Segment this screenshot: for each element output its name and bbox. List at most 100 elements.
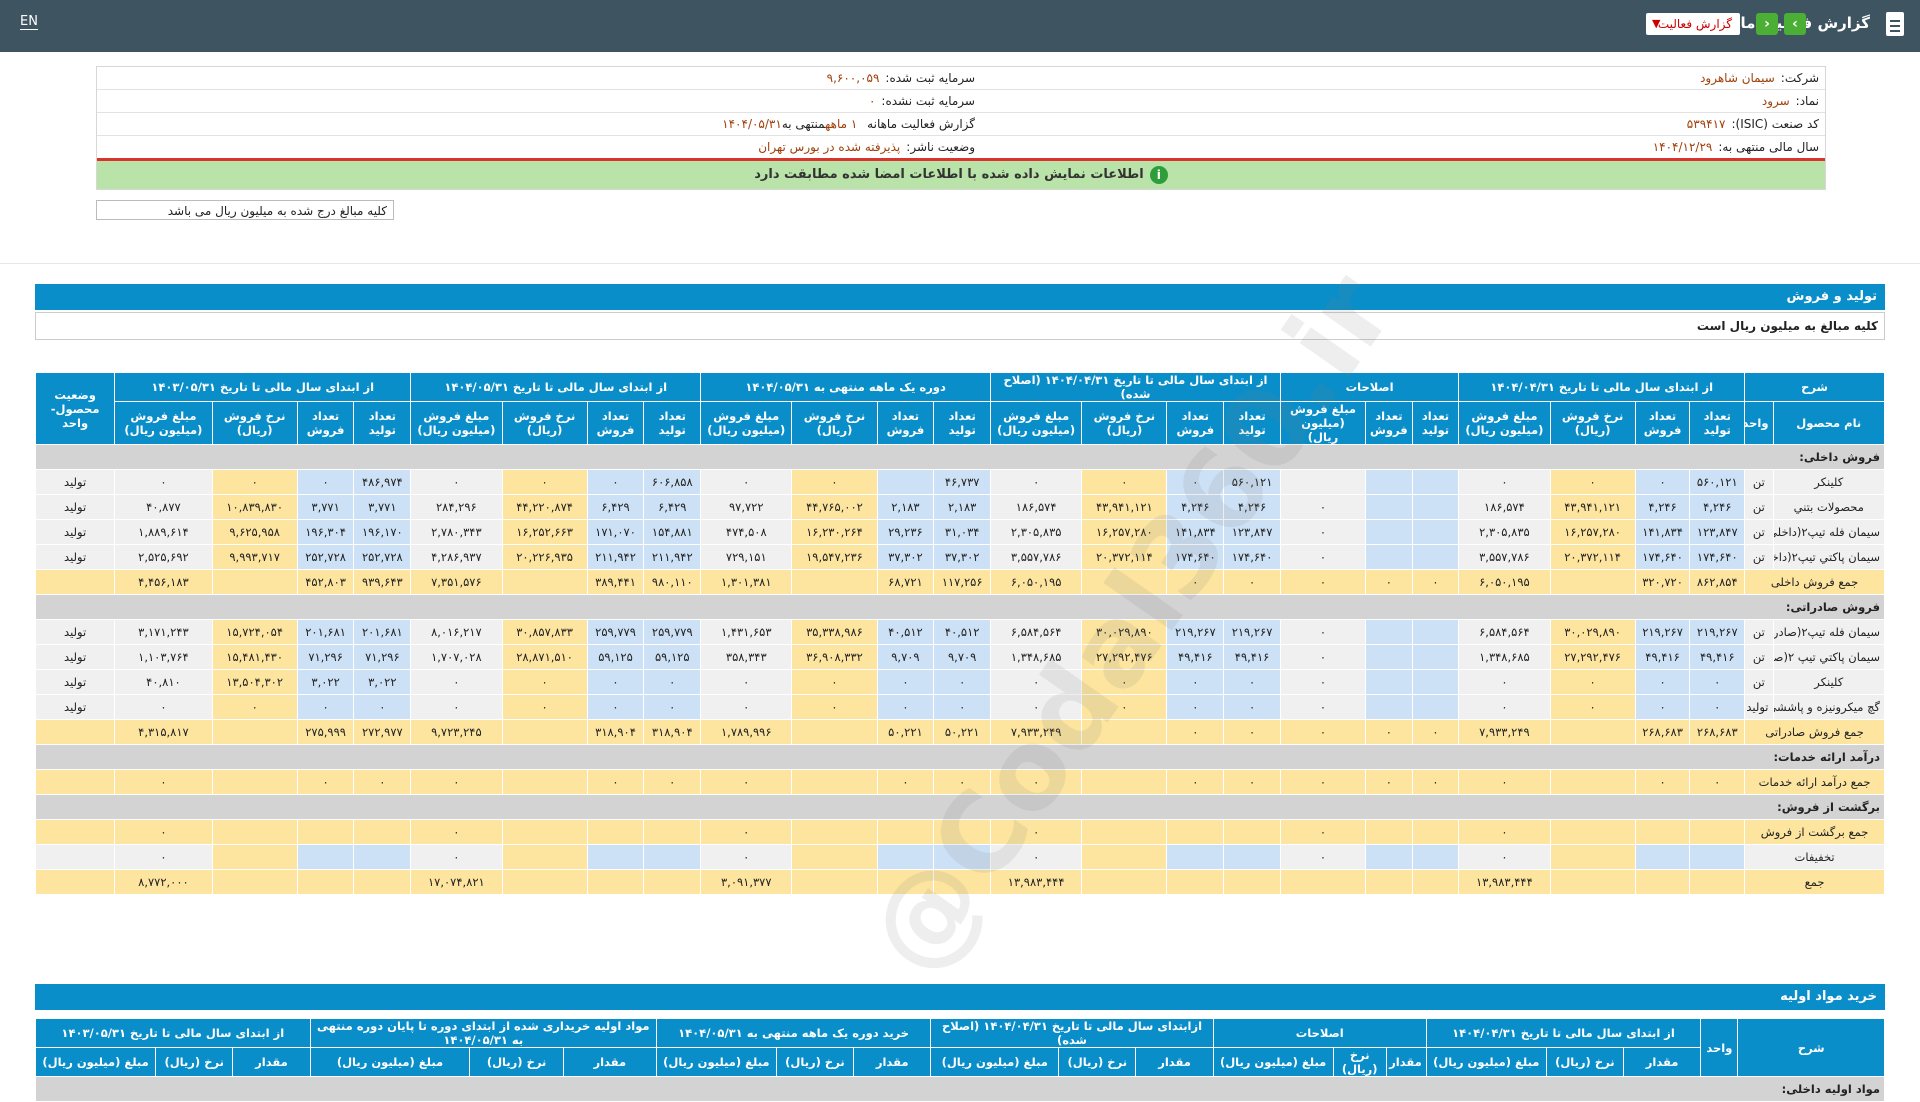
table-cell: ۰ (1223, 669, 1281, 695)
symbol-label: نماد: (1795, 94, 1819, 108)
table-cell: ۰ (1458, 694, 1551, 720)
table-cell: ۶,۵۸۴,۵۶۴ (1458, 619, 1551, 645)
mat-col-header-amount: مبلغ (میلیون ریال) (1425, 1047, 1547, 1077)
table-cell (1365, 694, 1413, 720)
table-cell: ۷,۹۳۳,۲۴۹ (990, 719, 1083, 745)
table-cell: ۰ (1279, 819, 1367, 845)
product-unit: تن (1744, 519, 1774, 545)
table-cell: ۵۹,۱۲۵ (643, 644, 702, 670)
prev-button[interactable]: ‹ (1784, 13, 1806, 35)
chevron-down-icon: ▼ (1652, 17, 1661, 30)
table-cell: ۴۵۲,۸۰۳ (296, 569, 355, 595)
product-status: تولید (34, 619, 116, 645)
product-unit: تن (1744, 494, 1774, 520)
mat-col-header-amount: مبلغ (میلیون ریال) (309, 1047, 471, 1077)
col-group-1: از ابتدای سال مالی تا تاریخ ۱۴۰۴/۰۴/۳۱ (1458, 372, 1746, 402)
table-cell (1634, 819, 1691, 845)
col-header-amount: مبلغ فروش (میلیون ریال) (1458, 401, 1551, 445)
unreg-cap-value: ۰ (868, 94, 876, 108)
table-cell: ۱۴۱,۸۳۴ (1634, 519, 1691, 545)
table-cell: ۲۱۹,۲۶۷ (1689, 619, 1746, 645)
table-cell: ۰ (1279, 844, 1367, 870)
col-header-amount: مبلغ فروش (میلیون ریال) (114, 401, 213, 445)
table-cell: ۹۳۹,۶۴۳ (353, 569, 412, 595)
total-label: جمع (1744, 869, 1885, 895)
mat-col-header-qty: مقدار (1135, 1047, 1214, 1077)
notice-text: اطلاعات نمایش داده شده با اطلاعات امضا ش… (754, 167, 1144, 182)
table-cell: ۱۳,۹۸۳,۴۴۴ (990, 869, 1083, 895)
production-table: شرح از ابتدای سال مالی تا تاریخ ۱۴۰۴/۰۴/… (34, 372, 1886, 895)
table-cell: ۳۰,۰۲۹,۸۹۰ (1081, 619, 1168, 645)
table-cell: ۱,۱۰۳,۷۶۴ (114, 644, 213, 670)
table-cell: ۰ (1411, 719, 1460, 745)
table-cell: ۰ (410, 694, 503, 720)
mat-col-header-qty: مقدار (1622, 1047, 1702, 1077)
table-cell: ۱۲۳,۸۴۷ (1689, 519, 1746, 545)
table-cell (1365, 819, 1413, 845)
table-cell: ۰ (114, 819, 213, 845)
table-cell: ۱,۳۴۸,۶۸۵ (1458, 644, 1551, 670)
table-cell (1223, 844, 1281, 870)
mat-col-group-3: ازابتدای سال مالی تا تاریخ ۱۴۰۴/۰۴/۳۱ (ا… (930, 1018, 1214, 1048)
col-header-rate: نرخ فروش (ریال) (791, 401, 878, 445)
table-cell: ۰ (410, 669, 503, 695)
table-row: كلينكر تن ۰ ۰ ۰ ۰ ۰ ۰ ۰ ۰ ۰ ۰ ۰ ۰ ۰ ۰ ۰ ۰ ۰ ۳,۰۲۲ ۳,۰۲۲ ۱۳,۵۰… (34, 669, 1886, 695)
table-cell (1365, 469, 1413, 495)
table-cell: ۳,۰۲۲ (296, 669, 355, 695)
section-title: تولید و فروش (1786, 289, 1877, 304)
table-cell: ۳۲۰,۷۲۰ (1634, 569, 1691, 595)
table-row: سيمان فله تيپ۲(داخلي )تن۱۲۳,۸۴۷۱۴۱,۸۳۴۱۶… (34, 519, 1886, 545)
table-cell: ۴,۲۴۶ (1166, 494, 1225, 520)
next-button[interactable]: › (1756, 13, 1778, 35)
table-cell: ۱۶,۲۵۷,۲۸۰ (1081, 519, 1168, 545)
table-cell (1279, 869, 1367, 895)
table-cell: ۰ (296, 694, 355, 720)
chevron-left-icon: ‹ (1792, 16, 1798, 32)
table-cell (1166, 844, 1225, 870)
table-cell: ۸,۷۷۲,۰۰۰ (114, 869, 213, 895)
table-cell (1634, 844, 1691, 870)
table-cell: ۰ (1411, 569, 1460, 595)
table-cell: ۳۵,۳۳۸,۹۸۶ (791, 619, 878, 645)
table-cell: ۰ (410, 844, 503, 870)
category-row: برگشت از فروش: (35, 794, 1885, 820)
table-cell: ۰ (586, 694, 645, 720)
language-toggle[interactable]: EN (20, 14, 38, 30)
table-cell: ۱۵,۴۸۱,۴۳۰ (211, 644, 298, 670)
table-cell: ۰ (296, 469, 355, 495)
table-cell: ۴۳,۹۴۱,۱۲۱ (1549, 494, 1636, 520)
table-cell: ۳,۷۷۱ (353, 494, 412, 520)
table-cell: ۰ (700, 469, 793, 495)
table-cell: ۱۷۴,۶۴۰ (1166, 544, 1225, 570)
product-status: تولید (34, 644, 116, 670)
table-cell: ۲,۱۸۳ (933, 494, 992, 520)
table-cell: ۰ (1634, 694, 1691, 720)
table-cell: ۰ (410, 819, 503, 845)
table-cell: ۴۹,۴۱۶ (1223, 644, 1281, 670)
product-unit: تن (1744, 619, 1774, 645)
table-cell (353, 819, 412, 845)
table-cell: ۷۲۹,۱۵۱ (700, 544, 793, 570)
table-cell: ۳۰,۰۲۹,۸۹۰ (1549, 619, 1636, 645)
table-cell: ۴,۴۵۶,۱۸۳ (114, 569, 213, 595)
status-label: وضعیت ناشر: (906, 140, 975, 154)
mat-col-unit: واحد (1700, 1018, 1739, 1077)
mat-col-group-6: از ابتدای سال مالی تا تاریخ ۱۴۰۳/۰۵/۳۱ (35, 1018, 311, 1048)
table-cell (1634, 869, 1691, 895)
col-header-sales_qty: تعداد فروش (1365, 401, 1413, 445)
table-cell (1365, 844, 1413, 870)
col-header-amount: مبلغ فروش (میلیون ریال) (700, 401, 793, 445)
table-cell: ۰ (1081, 469, 1168, 495)
status-value: پذیرفته شده در بورس تهران (758, 140, 901, 154)
table-cell: ۱۷۴,۶۴۰ (1634, 544, 1691, 570)
table-cell: ۰ (1689, 694, 1746, 720)
col-header-prod: تعداد تولید (1689, 401, 1746, 445)
table-cell: ۲۸۴,۲۹۶ (410, 494, 503, 520)
table-cell: ۰ (586, 669, 645, 695)
table-cell (1411, 694, 1460, 720)
report-type-select[interactable]: گزارش فعالیت ▼ (1646, 13, 1740, 35)
table-cell (1689, 819, 1746, 845)
table-cell: ۳۷,۳۰۲ (876, 544, 935, 570)
table-cell: ۴,۲۴۶ (1689, 494, 1746, 520)
table-cell: ۲۱۹,۲۶۷ (1166, 619, 1225, 645)
